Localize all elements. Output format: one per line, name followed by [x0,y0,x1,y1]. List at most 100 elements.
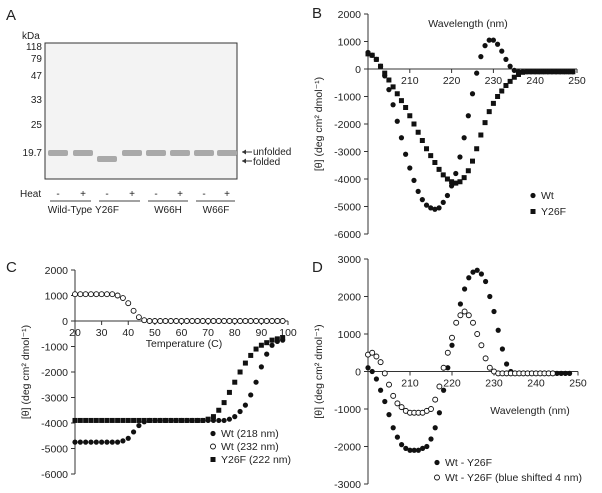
data-point-1-44 [549,69,555,75]
gel-heat-sign-5: + [177,189,183,200]
x-tick-label-2: 230 [485,75,503,87]
legend-label-0: Wt [541,190,554,202]
data-point-1-22 [457,179,463,185]
data-point-1-9 [119,295,126,301]
gel-sample-0: Wild-Type [48,205,93,216]
data-point-2-25 [205,416,211,422]
data-point-0-12 [415,447,421,453]
data-point-0-5 [99,439,105,445]
x-tick-label-5: 70 [202,327,214,339]
x-tick-label-0: 210 [401,378,419,390]
data-point-1-21 [453,319,460,326]
gel-heat-sign-7: + [224,189,230,200]
gel-sample-labels: Wild-Type Y26F W66H W66F [48,205,230,216]
data-point-2-39 [280,335,286,341]
data-point-1-39 [279,318,286,324]
data-point-1-19 [444,349,451,356]
chart-c: 2000 1000 0 -1000 -2000 -3000 -4000 -5000 -6000 2… [20,265,297,481]
x-axis-label: Wavelength (nm) [428,18,508,30]
data-point-1-28 [482,120,488,126]
data-point-1-25 [470,158,475,164]
data-point-1-3 [378,63,384,69]
x-tick-label-1: 220 [443,75,461,87]
x-tick-label-2: 40 [122,327,134,339]
data-point-1-14 [424,146,430,152]
y-tick-label-0: 2000 [338,9,362,21]
legend-marker-1 [210,443,216,450]
data-point-0-18 [441,387,447,393]
y-tick-label-6: -4000 [334,174,361,186]
data-point-2-34 [253,346,259,352]
data-point-1-10 [125,300,132,307]
data-point-0-4 [93,439,99,445]
data-point-0-19 [445,365,451,371]
data-point-2-27 [216,407,222,413]
x-tick-label-4: 250 [568,75,586,87]
data-point-1-36 [263,318,270,324]
x-axis-label: Temperature (C) [146,338,222,350]
data-point-0-10 [125,435,131,441]
unfolded-arrowhead [242,149,246,155]
y-tick-label-5: -3000 [41,393,68,405]
gel-band-6 [194,150,214,156]
x-tick-label-3: 240 [527,378,545,390]
gel-heat-label: Heat [20,189,41,200]
data-point-1-20 [178,318,185,324]
gel-band-5 [170,150,190,156]
series-1 [365,51,576,186]
data-point-1-34 [507,78,513,84]
data-point-0-46 [558,370,564,376]
data-point-1-12 [135,314,142,321]
data-point-1-21 [183,318,190,324]
data-point-1-37 [520,69,526,75]
data-point-1-20 [449,334,455,341]
x-tick-label-4: 250 [569,378,587,390]
data-point-0-1 [369,368,375,375]
data-point-2-4 [93,417,99,423]
gel-sample-3: W66F [203,205,230,216]
data-point-0-48 [567,370,573,376]
data-point-0-8 [115,439,121,445]
data-point-0-6 [390,425,396,431]
data-point-1-44 [549,370,556,377]
gel-band-3 [122,150,142,156]
data-point-1-21 [453,180,459,186]
data-point-0-22 [457,301,463,307]
data-point-1-2 [82,291,89,298]
data-point-1-26 [474,146,480,152]
data-point-1-46 [557,69,563,75]
data-point-1-11 [130,307,137,314]
data-point-2-3 [88,417,94,423]
data-point-2-37 [269,337,275,343]
data-point-2-30 [232,379,238,385]
data-point-0-1 [77,439,83,445]
data-point-0-11 [411,177,417,183]
band-label-unfolded: unfolded [253,147,291,158]
data-point-0-16 [432,206,438,212]
data-point-1-19 [173,318,180,324]
data-point-0-12 [136,422,142,429]
data-point-2-7 [109,417,115,423]
data-point-1-8 [114,292,121,299]
data-point-2-5 [99,417,105,423]
data-point-0-33 [504,361,510,367]
y-tick-label-3: 0 [355,367,361,379]
data-point-1-17 [162,318,169,324]
data-point-0-6 [104,439,110,445]
y-tick-label-0: 2000 [45,265,69,277]
data-point-1-23 [194,318,201,324]
data-point-2-15 [152,417,158,423]
data-point-0-31 [237,408,243,415]
x-tick-label-3: 50 [149,327,161,339]
data-point-0-21 [453,170,459,177]
data-point-0-5 [386,412,392,418]
data-point-1-6 [390,392,397,399]
data-point-2-19 [173,417,179,423]
data-point-0-9 [403,151,409,157]
data-point-1-9 [403,105,409,110]
data-point-0-15 [428,205,434,211]
data-point-0-2 [83,439,89,445]
data-point-0-16 [432,425,438,431]
data-point-1-15 [428,406,434,412]
